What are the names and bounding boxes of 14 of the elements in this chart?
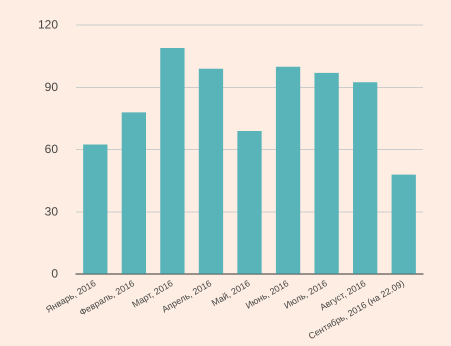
bar — [122, 112, 146, 274]
y-tick-label: 60 — [44, 142, 58, 156]
bar — [314, 72, 339, 274]
y-tick-label: 120 — [38, 18, 58, 32]
y-tick-label: 90 — [44, 80, 58, 94]
bar — [198, 68, 224, 274]
y-tick-label: 30 — [44, 204, 58, 218]
bar — [237, 131, 262, 274]
y-tick-label: 0 — [51, 266, 58, 281]
bar — [392, 174, 416, 274]
bar — [276, 66, 300, 274]
bar — [83, 144, 108, 274]
bar — [160, 48, 185, 274]
bar — [353, 82, 378, 274]
